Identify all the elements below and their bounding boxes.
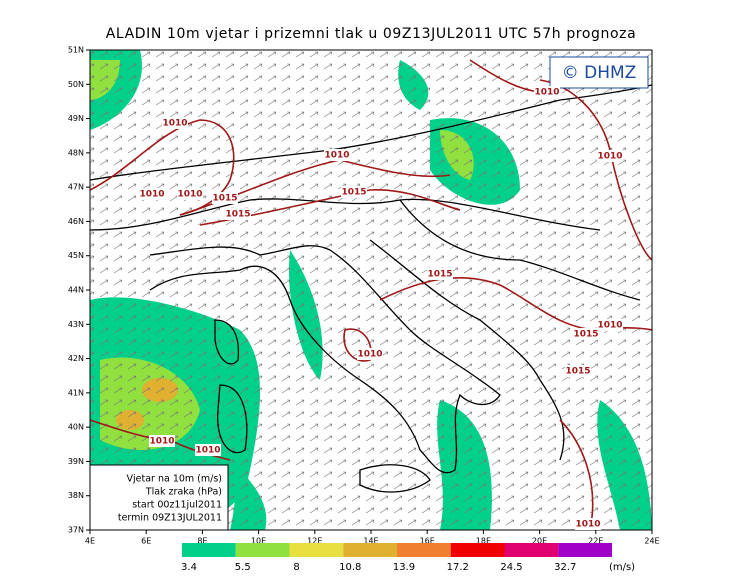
- isobar-label-bg: [212, 192, 238, 204]
- lon-label: 18E: [476, 537, 491, 546]
- colorbar-label: 10.8: [339, 562, 361, 573]
- isobar-label-bg: [575, 518, 601, 530]
- colorbar-swatch: [450, 543, 505, 557]
- isobar-label-bg: [149, 435, 175, 447]
- isobar-label: 1015: [212, 194, 237, 204]
- isobar-label: 1010: [597, 321, 622, 331]
- colorbar-swatch: [397, 543, 451, 557]
- lon-label: 6E: [141, 537, 151, 546]
- lat-label: 37N: [68, 526, 84, 535]
- lat-label: 39N: [68, 457, 84, 466]
- isobar-label: 1010: [534, 88, 559, 98]
- lon-label: 12E: [307, 537, 322, 546]
- lon-label: 16E: [420, 537, 435, 546]
- isobar-label-bg: [597, 150, 623, 162]
- lon-label: 24E: [644, 537, 659, 546]
- isobar-label: 1015: [573, 330, 598, 340]
- lat-label: 49N: [68, 114, 84, 123]
- colorbar-swatch: [558, 543, 612, 557]
- lat-label: 38N: [68, 491, 84, 500]
- map-area: [90, 50, 652, 530]
- lat-label: 41N: [68, 388, 84, 397]
- lat-label: 48N: [68, 148, 84, 157]
- colorbar-unit: (m/s): [609, 562, 635, 573]
- copyright: © DHMZ: [562, 63, 637, 83]
- colorbar-swatch: [343, 543, 397, 557]
- isobar-label-bg: [573, 328, 599, 340]
- info-line: Vjetar na 10m (m/s): [127, 474, 223, 485]
- map-title: ALADIN 10m vjetar i prizemni tlak u 09Z1…: [106, 26, 637, 42]
- isobar-label-bg: [177, 188, 203, 200]
- colorbar-swatch: [235, 543, 290, 557]
- lat-label: 50N: [68, 80, 84, 89]
- isobar-label-bg: [357, 348, 383, 360]
- isobar-label: 1010: [575, 520, 600, 530]
- colorbar-label: 8: [293, 562, 299, 573]
- lon-label: 10E: [251, 537, 266, 546]
- info-line: termin 09Z13JUL2011: [118, 513, 222, 524]
- isobar-label-bg: [597, 319, 623, 331]
- colorbar-swatch: [504, 543, 559, 557]
- isobar-label-bg: [565, 365, 591, 377]
- isobar-label: 1010: [177, 190, 202, 200]
- lon-label: 20E: [532, 537, 547, 546]
- isobar-label-bg: [162, 117, 188, 129]
- lat-label: 43N: [68, 320, 84, 329]
- isobar-label-bg: [341, 186, 367, 198]
- colorbar-label: 24.5: [500, 562, 522, 573]
- isobar-label-bg: [139, 188, 165, 200]
- isobar-label-bg: [195, 444, 221, 456]
- lat-label: 46N: [68, 217, 84, 226]
- info-box: [89, 464, 229, 531]
- isobar-label-bg: [225, 208, 251, 220]
- info-line: Tlak zraka (hPa): [145, 487, 222, 498]
- isobar-label: 1010: [149, 437, 174, 447]
- info-line: start 00z11jul2011: [132, 500, 222, 511]
- isobar-label: 1015: [225, 210, 250, 220]
- lat-label: 42N: [68, 354, 84, 363]
- isobar-label: 1015: [427, 270, 452, 280]
- lon-label: 22E: [588, 537, 603, 546]
- isobar-label-bg: [324, 149, 350, 161]
- isobar-label: 1015: [341, 188, 366, 198]
- lon-label: 4E: [85, 537, 95, 546]
- colorbar-label: 13.9: [393, 562, 415, 573]
- lon-label: 14E: [363, 537, 378, 546]
- copyright-box: [549, 56, 649, 89]
- isobar-label: 1015: [565, 367, 590, 377]
- isobar-label: 1010: [324, 151, 349, 161]
- isobar-label: 1010: [195, 446, 220, 456]
- isobar-label: 1010: [162, 119, 187, 129]
- colorbar-label: 5.5: [235, 562, 251, 573]
- isobar-label: 1010: [597, 152, 622, 162]
- lat-label: 40N: [68, 423, 84, 432]
- isobar-label: 1010: [357, 350, 382, 360]
- isobar-label-bg: [534, 86, 560, 98]
- colorbar-label: 3.4: [181, 562, 197, 573]
- colorbar-swatch: [289, 543, 344, 557]
- lat-label: 47N: [68, 183, 84, 192]
- colorbar-label: 17.2: [447, 562, 469, 573]
- colorbar-label: 32.7: [554, 562, 576, 573]
- isobar-label: 1010: [139, 190, 164, 200]
- isobar-label-bg: [427, 268, 453, 280]
- lat-label: 44N: [68, 286, 84, 295]
- lat-label: 51N: [68, 46, 84, 55]
- lon-label: 8E: [197, 537, 207, 546]
- lat-label: 45N: [68, 251, 84, 260]
- coastlines: [90, 84, 652, 493]
- colorbar-swatch: [182, 543, 236, 557]
